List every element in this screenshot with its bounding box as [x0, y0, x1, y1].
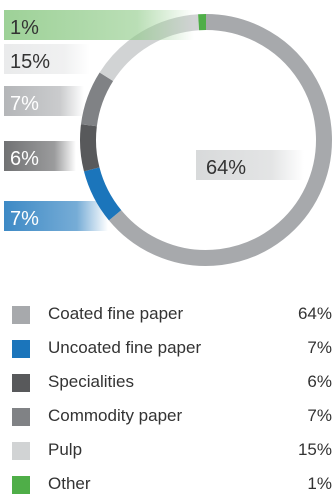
legend-value: 6% [307, 372, 332, 391]
legend-swatch [12, 442, 30, 460]
legend-swatch [12, 306, 30, 324]
data-label-pulp: 15% [10, 51, 50, 73]
legend-value: 64% [297, 304, 332, 323]
data-label-specialities: 6% [10, 148, 39, 170]
legend-value: 7% [307, 406, 332, 425]
legend-label: Uncoated fine paper [48, 338, 202, 357]
legend-label: Pulp [48, 440, 83, 459]
legend-swatch [12, 476, 30, 494]
legend-label: Specialities [48, 372, 134, 391]
slice-coated-fine-paper [108, 14, 332, 266]
legend-value: 15% [297, 440, 332, 459]
legend-label: Coated fine paper [48, 304, 184, 323]
legend-swatch [12, 374, 30, 392]
data-label-uncoated-fine-paper: 7% [10, 208, 39, 230]
legend-value: 1% [307, 474, 332, 493]
label-band [4, 141, 76, 171]
legend-swatch [12, 408, 30, 426]
slice-commodity-paper [80, 72, 114, 127]
legend-label: Commodity paper [48, 406, 183, 425]
label-band [196, 150, 304, 180]
legend-item-specialities: Specialities 6% [0, 370, 334, 394]
legend-item-coated-fine-paper: Coated fine paper 64% [0, 302, 334, 326]
legend-value: 7% [307, 338, 332, 357]
legend-item-commodity-paper: Commodity paper 7% [0, 404, 334, 428]
legend-item-pulp: Pulp 15% [0, 438, 334, 462]
legend-label: Other [48, 474, 91, 493]
data-label-other: 1% [10, 17, 39, 39]
label-band [4, 201, 108, 231]
legend-item-other: Other 1% [0, 472, 334, 496]
label-band [4, 44, 90, 74]
legend-swatch [12, 340, 30, 358]
donut-chart: 64% 7% 6% 7% 15% 1% [4, 10, 332, 266]
slice-uncoated-fine-paper [83, 167, 122, 221]
data-label-coated-fine-paper: 64% [206, 157, 246, 179]
data-label-commodity-paper: 7% [10, 93, 39, 115]
label-band [4, 86, 84, 116]
donut-chart-svg: 64% 7% 6% 7% 15% 1% [4, 10, 332, 266]
legend-item-uncoated-fine-paper: Uncoated fine paper 7% [0, 336, 334, 360]
label-band [4, 10, 194, 40]
slice-specialities [80, 124, 100, 172]
